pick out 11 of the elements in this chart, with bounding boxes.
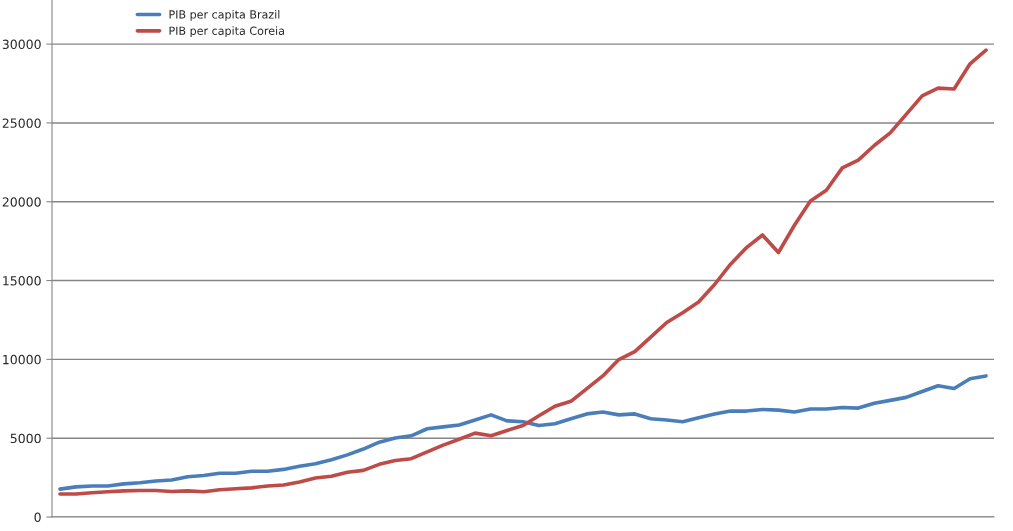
y-tick-label: 5000 [10,433,41,444]
y-tick-label: 15000 [3,276,41,286]
y-tick-label: 0 [34,512,41,522]
line-series [58,48,988,496]
y-tick-label: 25000 [2,118,41,128]
y-tick-label: 30000 [2,39,41,50]
legend-label: PIB per capita Coreia [169,26,284,38]
line-series [58,374,988,491]
y-tick-label: 20000 [2,197,41,207]
y-tick-label: 10000 [3,354,41,365]
legend-label: PIB per capita Brazil [169,10,280,21]
